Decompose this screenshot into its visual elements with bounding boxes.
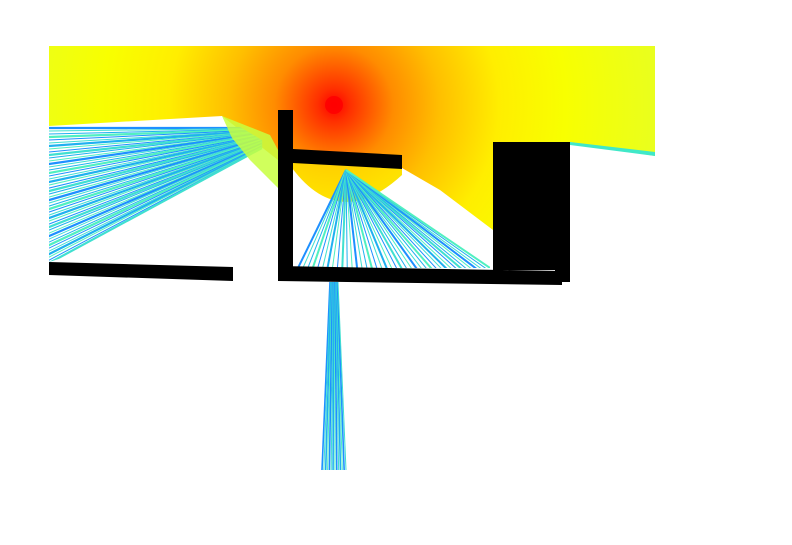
beam-ray xyxy=(332,281,335,471)
beam-ray xyxy=(336,281,345,471)
left-ray xyxy=(49,130,263,151)
left-ray xyxy=(49,127,263,132)
beam-ray xyxy=(321,281,331,471)
room-ray xyxy=(345,169,471,268)
beam-ray xyxy=(334,281,338,471)
room-ray xyxy=(345,169,359,268)
left-ray xyxy=(49,144,263,251)
left-ray-region xyxy=(49,126,263,262)
left-ray xyxy=(49,138,263,214)
left-ray xyxy=(49,134,263,179)
left-ray xyxy=(49,141,263,232)
left-ray xyxy=(49,145,263,253)
room-ray xyxy=(295,169,347,268)
left-ray xyxy=(49,128,263,139)
wall-vertical-left xyxy=(278,110,293,278)
left-ray xyxy=(49,131,263,160)
left-ray xyxy=(49,142,263,242)
left-ray xyxy=(49,137,263,204)
left-ray xyxy=(49,129,263,148)
room-ray xyxy=(345,169,466,268)
beam-ray xyxy=(335,281,340,471)
left-ray xyxy=(49,145,263,260)
beam-ray xyxy=(327,281,333,471)
room-ray xyxy=(345,169,348,268)
left-ray xyxy=(49,143,263,244)
beam-ray xyxy=(337,281,347,471)
left-ray xyxy=(49,132,263,167)
left-ray xyxy=(49,146,263,262)
left-ray xyxy=(49,139,263,216)
left-ray xyxy=(49,134,263,186)
left-ray xyxy=(49,138,263,207)
room-ray xyxy=(325,169,347,268)
room-ray xyxy=(345,169,451,268)
left-ray xyxy=(49,133,263,176)
room-ray xyxy=(345,169,390,268)
wall-bottom-right xyxy=(278,266,562,285)
room-ray xyxy=(341,169,347,268)
left-ray xyxy=(49,147,263,262)
beam-ray xyxy=(336,281,343,471)
room-ray xyxy=(345,169,394,268)
wall-block-step xyxy=(555,262,570,282)
wall-shelf xyxy=(293,149,402,169)
signal-source xyxy=(325,96,343,114)
beam-ray xyxy=(328,281,334,471)
room-ray xyxy=(300,169,347,268)
room-ray xyxy=(345,169,482,268)
heat-field-upper xyxy=(49,46,655,230)
beam-ray xyxy=(323,281,332,471)
heat-edge-right xyxy=(570,142,655,156)
left-ray xyxy=(49,136,263,195)
beam-ray xyxy=(324,281,333,471)
left-ray xyxy=(49,140,263,223)
beam-ray xyxy=(333,281,336,471)
room-ray xyxy=(345,169,405,268)
inner-ray-region xyxy=(292,150,490,268)
room-ray xyxy=(345,169,440,268)
left-ray xyxy=(49,141,263,225)
left-ray xyxy=(49,133,263,169)
beam-ray xyxy=(330,281,334,471)
room-ray xyxy=(310,169,347,268)
wall-block-right xyxy=(493,142,570,270)
left-ray xyxy=(49,135,263,188)
left-ray xyxy=(49,130,263,158)
room-ray xyxy=(345,169,490,268)
room-ray xyxy=(345,169,379,268)
room-ray xyxy=(345,169,436,268)
room-ray xyxy=(345,169,456,268)
room-ray xyxy=(331,169,347,268)
left-wedge-heat xyxy=(222,116,278,188)
left-ray xyxy=(49,137,263,197)
room-ray xyxy=(345,169,420,268)
left-ray xyxy=(49,142,263,235)
beam-ray xyxy=(335,281,342,471)
room-ray xyxy=(345,169,364,268)
room-ray xyxy=(345,169,425,268)
doorway-beam xyxy=(321,281,347,471)
room-ray xyxy=(345,169,410,268)
wall-bottom-left xyxy=(49,262,233,281)
left-ray xyxy=(49,129,263,141)
room-ray xyxy=(316,169,347,268)
room-ray xyxy=(345,169,374,268)
